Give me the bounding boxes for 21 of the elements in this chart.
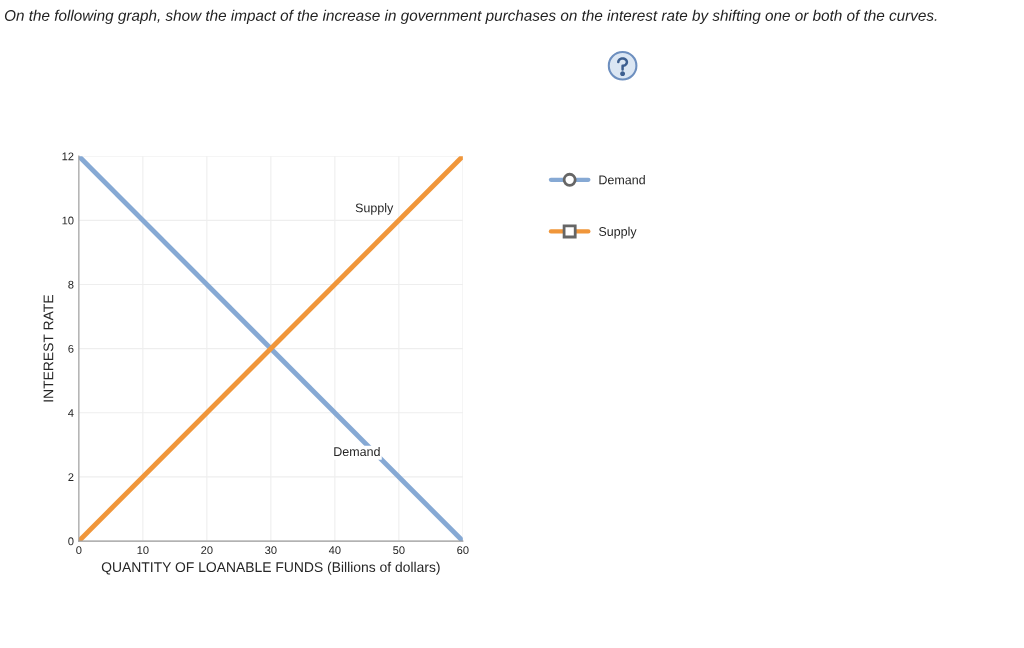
y-tick-label: 6 [68, 344, 74, 353]
x-axis-title: QUANTITY OF LOANABLE FUNDS (Billions of dollars) [101, 561, 440, 575]
annotation: Supply [355, 203, 394, 215]
annotation: Demand [334, 446, 380, 457]
y-tick-label: 12 [62, 152, 74, 161]
x-tick-label: 20 [201, 546, 213, 555]
y-tick-label: 2 [68, 473, 74, 481]
chart-title: On the following graph, show the impact of the increase in government purchases on the interest rate by shifting one or both of the curves. [4, 9, 937, 24]
x-tick-label: 40 [328, 546, 341, 555]
x-tick-label: 60 [457, 546, 469, 555]
legend-label: Demand [599, 175, 645, 185]
y-tick-label: 8 [68, 280, 74, 289]
y-axis-title: INTEREST RATE [43, 295, 54, 402]
y-tick-label: 0 [68, 537, 74, 546]
x-tick-label: 10 [137, 546, 149, 555]
x-tick-label: 0 [76, 546, 82, 555]
x-tick-label: 30 [265, 546, 277, 555]
y-tick-label: 4 [68, 409, 74, 417]
y-tick-label: 10 [62, 216, 74, 225]
x-tick-label: 50 [393, 546, 405, 555]
legend-label: Supply [598, 226, 637, 239]
